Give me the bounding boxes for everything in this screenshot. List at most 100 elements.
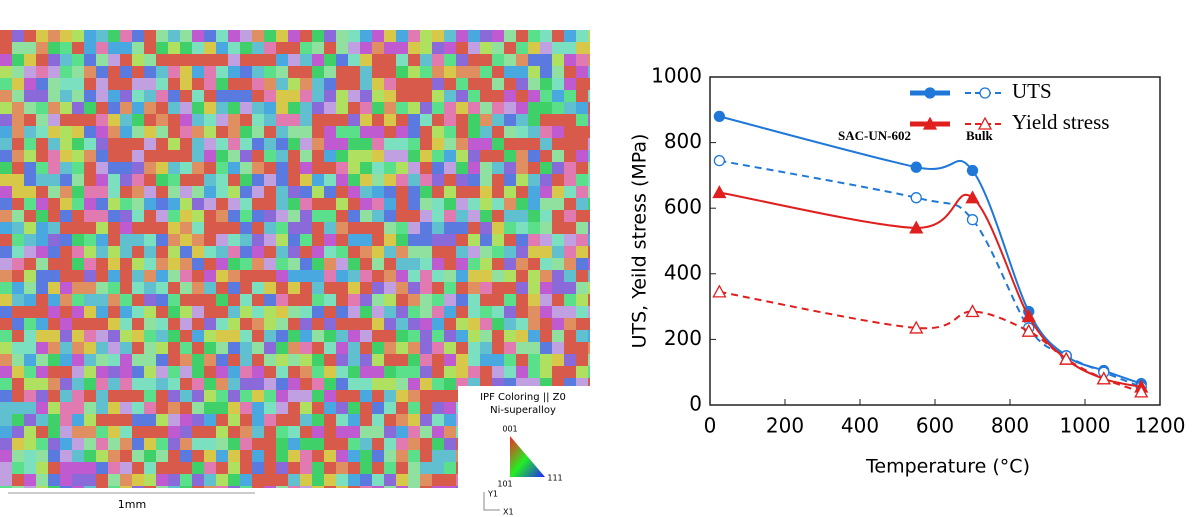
grain	[0, 30, 12, 42]
grain	[0, 174, 12, 186]
grain	[84, 210, 96, 222]
grain	[336, 366, 348, 378]
grain	[480, 78, 492, 90]
grain	[432, 186, 444, 198]
grain	[72, 414, 84, 426]
grain	[336, 354, 348, 366]
grain	[228, 234, 240, 246]
grain	[24, 42, 36, 54]
grain	[180, 378, 192, 390]
grain	[492, 210, 504, 222]
grain	[228, 162, 240, 174]
grain	[564, 342, 576, 354]
grain	[504, 138, 516, 150]
grain	[540, 342, 552, 354]
grain	[132, 198, 144, 210]
grain	[432, 234, 444, 246]
grain	[552, 210, 564, 222]
grain	[204, 186, 216, 198]
grain	[504, 54, 516, 66]
marker	[712, 185, 727, 199]
grain	[204, 234, 216, 246]
grain	[192, 30, 204, 42]
grain	[60, 462, 72, 474]
grain	[60, 198, 72, 210]
grain	[48, 198, 60, 210]
grain	[432, 342, 444, 354]
grain	[24, 102, 36, 114]
grain	[408, 90, 420, 102]
grain	[264, 438, 276, 450]
grain	[444, 246, 456, 258]
grain	[408, 186, 420, 198]
grain	[540, 114, 552, 126]
grain	[324, 30, 336, 42]
grain	[240, 438, 252, 450]
grain	[276, 486, 288, 488]
grain	[360, 270, 372, 282]
grain	[444, 186, 456, 198]
grain	[396, 258, 408, 270]
grain	[216, 102, 228, 114]
grain	[36, 222, 48, 234]
grain	[24, 66, 36, 78]
grain	[396, 138, 408, 150]
grain	[120, 258, 132, 270]
grain	[336, 186, 348, 198]
grain	[312, 474, 324, 486]
grain	[216, 150, 228, 162]
grain	[12, 450, 24, 462]
grain	[168, 90, 180, 102]
legend-item	[910, 116, 950, 130]
grain	[132, 42, 144, 54]
grain	[324, 486, 336, 488]
grain	[240, 54, 252, 66]
grain	[444, 54, 456, 66]
grain	[108, 282, 120, 294]
grain	[84, 174, 96, 186]
grain	[36, 174, 48, 186]
grain	[480, 330, 492, 342]
grain	[72, 282, 84, 294]
grain	[456, 66, 468, 78]
grain	[240, 78, 252, 90]
marker	[965, 190, 980, 204]
grain	[240, 414, 252, 426]
grain	[576, 210, 588, 222]
grain	[516, 198, 528, 210]
grain	[84, 138, 96, 150]
grain	[384, 354, 396, 366]
grain	[408, 378, 420, 390]
grain	[408, 330, 420, 342]
grain	[420, 246, 432, 258]
grain	[336, 414, 348, 426]
grain	[528, 126, 540, 138]
grain	[216, 270, 228, 282]
grain	[240, 282, 252, 294]
grain	[480, 258, 492, 270]
legend-item	[965, 87, 1005, 99]
grain	[480, 90, 492, 102]
grain	[96, 438, 108, 450]
grain	[324, 426, 336, 438]
grain	[84, 126, 96, 138]
grain	[96, 234, 108, 246]
grain	[144, 126, 156, 138]
grain	[48, 210, 60, 222]
grain	[336, 198, 348, 210]
grain	[276, 354, 288, 366]
grain	[276, 306, 288, 318]
grain	[564, 162, 576, 174]
grain	[228, 426, 240, 438]
grain	[492, 366, 504, 378]
grain	[24, 90, 36, 102]
grain	[432, 318, 444, 330]
grain	[300, 42, 312, 54]
grain	[324, 198, 336, 210]
grain	[132, 270, 144, 282]
grain	[216, 414, 228, 426]
grain	[432, 222, 444, 234]
grain	[120, 270, 132, 282]
grain	[120, 342, 132, 354]
